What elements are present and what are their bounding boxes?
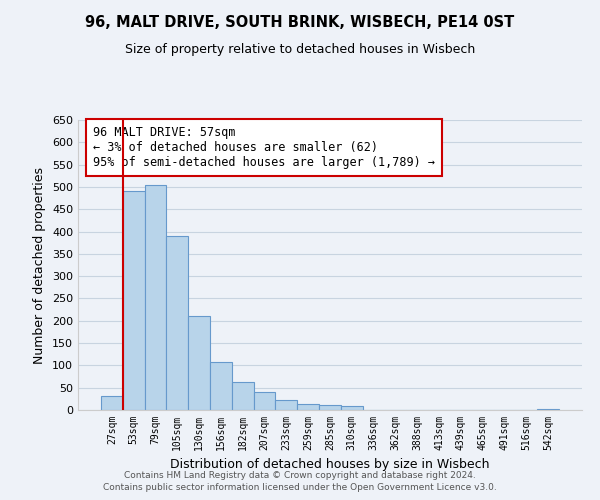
Bar [232,382,254,410]
Bar [319,404,341,410]
Text: Size of property relative to detached houses in Wisbech: Size of property relative to detached ho… [125,42,475,56]
Bar [275,400,297,410]
Bar [188,316,210,410]
Text: 96 MALT DRIVE: 57sqm
← 3% of detached houses are smaller (62)
95% of semi-detach: 96 MALT DRIVE: 57sqm ← 3% of detached ho… [93,126,435,169]
Text: Contains public sector information licensed under the Open Government Licence v3: Contains public sector information licen… [103,484,497,492]
Bar [101,396,123,410]
Bar [297,404,319,410]
Bar [537,409,559,410]
X-axis label: Distribution of detached houses by size in Wisbech: Distribution of detached houses by size … [170,458,490,471]
Bar [145,184,166,410]
Bar [254,392,275,410]
Y-axis label: Number of detached properties: Number of detached properties [34,166,46,364]
Bar [210,362,232,410]
Text: Contains HM Land Registry data © Crown copyright and database right 2024.: Contains HM Land Registry data © Crown c… [124,471,476,480]
Bar [341,406,363,410]
Bar [166,236,188,410]
Bar [123,192,145,410]
Text: 96, MALT DRIVE, SOUTH BRINK, WISBECH, PE14 0ST: 96, MALT DRIVE, SOUTH BRINK, WISBECH, PE… [85,15,515,30]
